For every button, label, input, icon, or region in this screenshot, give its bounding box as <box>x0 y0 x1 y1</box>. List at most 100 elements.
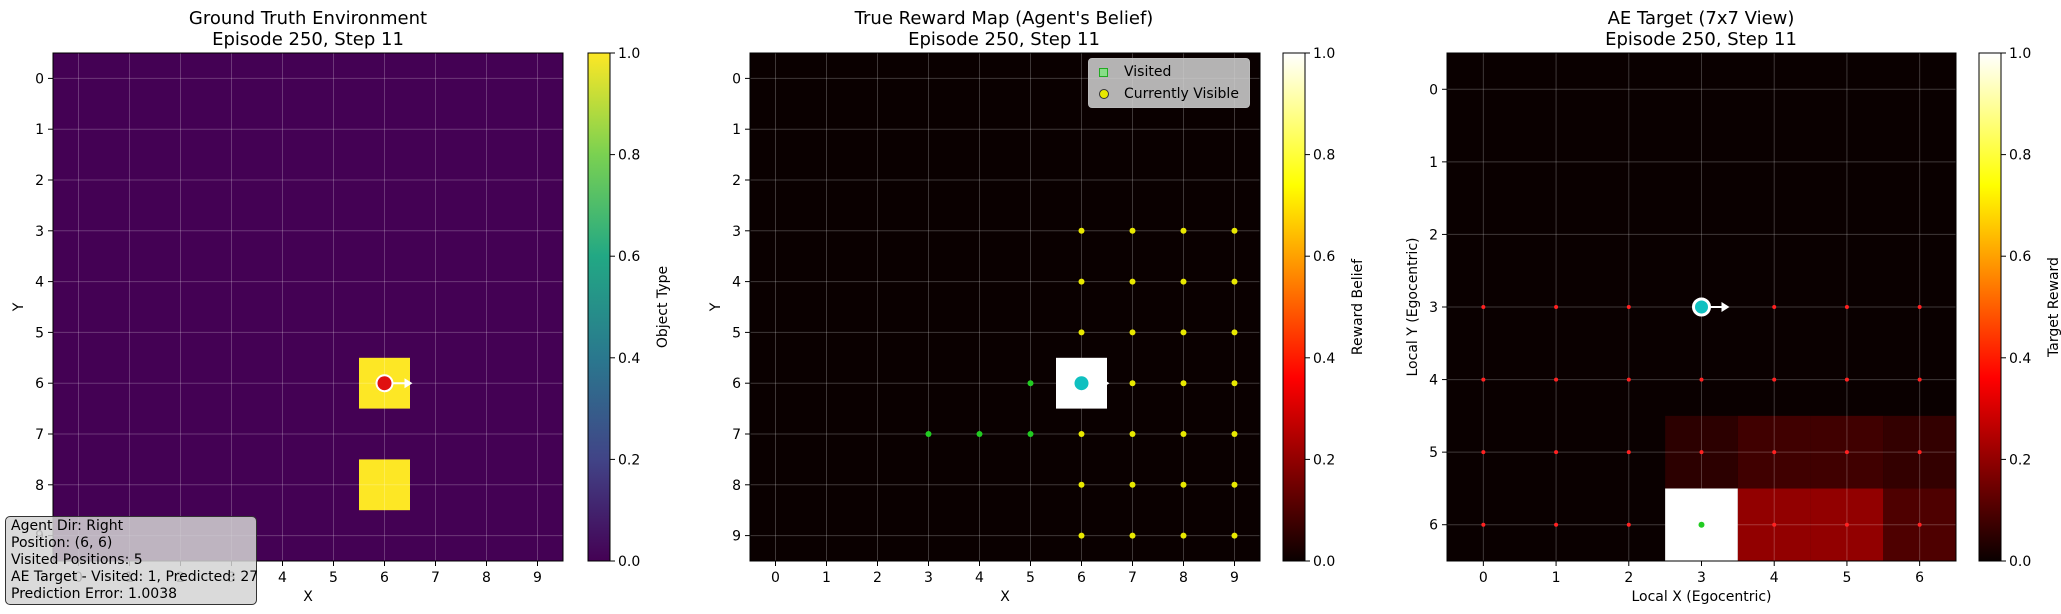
x-tick-label: 8 <box>1179 570 1188 586</box>
y-tick-label: 5 <box>732 325 741 341</box>
colorbar-tick-label: 0.2 <box>2009 452 2031 468</box>
visible-marker <box>1917 305 1922 309</box>
y-tick-label: 2 <box>732 173 741 189</box>
legend-label-visited: Visited <box>1124 64 1172 80</box>
colorbar-tick-label: 0.6 <box>618 249 640 265</box>
visible-marker <box>1180 278 1187 285</box>
visible-marker <box>1481 377 1486 382</box>
visible-marker <box>1231 431 1238 437</box>
x-tick-label: 3 <box>1697 570 1706 586</box>
y-tick-label: 6 <box>35 376 44 392</box>
colorbar-tick-label: 1.0 <box>2009 46 2031 62</box>
x-tick-label: 3 <box>924 570 933 586</box>
y-tick-label: 8 <box>35 478 44 494</box>
visible-marker-icon <box>1099 89 1109 99</box>
x-tick-label: 0 <box>771 570 780 586</box>
x-tick-label: 6 <box>380 570 389 586</box>
colorbar-tick-label: 0.4 <box>1313 351 1335 367</box>
chart-subtitle: Episode 250, Step 11 <box>908 29 1100 50</box>
info-agent-dir: Agent Dir: Right <box>11 518 124 534</box>
agent-arrowhead <box>1721 302 1730 312</box>
visible-marker <box>1917 522 1922 527</box>
visible-marker <box>1917 450 1922 455</box>
y-tick-label: 2 <box>35 173 44 189</box>
visible-marker <box>1844 522 1849 527</box>
visible-marker <box>1231 278 1238 285</box>
x-tick-label: 5 <box>329 570 338 586</box>
visible-marker <box>1626 450 1631 455</box>
visible-marker <box>1078 227 1085 234</box>
x-tick-label: 0 <box>1479 570 1488 586</box>
colorbar-tick-label: 0.4 <box>2009 351 2031 367</box>
visible-marker <box>1129 431 1136 437</box>
visible-marker <box>1078 329 1085 336</box>
x-tick-label: 7 <box>1128 570 1137 586</box>
x-tick-label: 2 <box>873 570 882 586</box>
x-tick-label: 7 <box>431 570 440 586</box>
colorbar-tick-label: 0.4 <box>618 351 640 367</box>
visible-marker <box>1231 227 1238 234</box>
y-tick-label: 5 <box>1429 445 1438 461</box>
legend-label-visible: Currently Visible <box>1124 86 1239 102</box>
colorbar-tick-label: 0.8 <box>1313 148 1335 164</box>
y-tick-label: 0 <box>732 71 741 87</box>
visible-marker <box>1699 377 1704 382</box>
info-position: Position: (6, 6) <box>11 535 113 551</box>
visited-marker-icon <box>1099 67 1108 77</box>
visible-marker <box>1078 278 1085 285</box>
visible-marker <box>1844 377 1849 382</box>
x-tick-label: 1 <box>1552 570 1561 586</box>
visible-marker <box>1129 532 1136 539</box>
visible-marker <box>1231 329 1238 336</box>
y-tick-label: 0 <box>1429 82 1438 98</box>
plot-frame <box>52 52 564 562</box>
y-tick-label: 1 <box>35 122 44 138</box>
x-tick-label: 6 <box>1915 570 1924 586</box>
visited-marker <box>1698 521 1705 528</box>
colorbar-tick-label: 0.8 <box>2009 148 2031 164</box>
info-prediction-error: Prediction Error: 1.0038 <box>11 586 178 602</box>
y-axis-label: Y <box>11 302 27 312</box>
visited-marker <box>976 431 983 437</box>
colorbar <box>1978 52 2002 562</box>
colorbar-tick-label: 0.8 <box>618 148 640 164</box>
visible-marker <box>1180 380 1187 387</box>
visible-marker <box>1129 278 1136 285</box>
legend: Visited Currently Visible <box>1088 58 1250 108</box>
y-tick-label: 4 <box>1429 373 1438 389</box>
colorbar-tick-label: 1.0 <box>618 46 640 62</box>
visible-marker <box>1231 481 1238 488</box>
x-tick-label: 9 <box>533 570 542 586</box>
visible-marker <box>1844 305 1849 309</box>
y-tick-label: 3 <box>732 224 741 240</box>
x-tick-label: 5 <box>1842 570 1851 586</box>
y-tick-label: 9 <box>732 529 741 545</box>
x-tick-label: 1 <box>822 570 831 586</box>
colorbar <box>587 52 611 562</box>
visible-marker <box>1481 450 1486 455</box>
legend-item-visited: Visited <box>1099 62 1171 82</box>
visible-marker <box>1772 522 1777 527</box>
visible-marker <box>1917 377 1922 382</box>
y-tick-label: 0 <box>35 71 44 87</box>
visible-marker <box>1129 380 1136 387</box>
chart-title: Ground Truth Environment <box>189 8 427 29</box>
x-tick-label: 4 <box>975 570 984 586</box>
y-tick-label: 3 <box>1429 300 1438 316</box>
x-axis-label: X <box>1000 589 1010 605</box>
legend-item-visible: Currently Visible <box>1099 84 1239 104</box>
colorbar <box>1282 52 1306 562</box>
visited-marker <box>1027 380 1034 387</box>
colorbar-label: Object Type <box>655 266 671 348</box>
chart-subtitle: Episode 250, Step 11 <box>212 29 404 50</box>
x-axis-label: X <box>303 589 313 605</box>
visible-marker <box>1481 522 1486 527</box>
y-tick-label: 4 <box>732 275 741 291</box>
x-tick-label: 9 <box>1230 570 1239 586</box>
visible-marker <box>1078 481 1085 488</box>
plot-background <box>750 53 1260 561</box>
visible-marker <box>1231 380 1238 387</box>
plot-frame <box>749 52 1261 562</box>
x-tick-label: 4 <box>278 570 287 586</box>
y-tick-label: 4 <box>35 275 44 291</box>
